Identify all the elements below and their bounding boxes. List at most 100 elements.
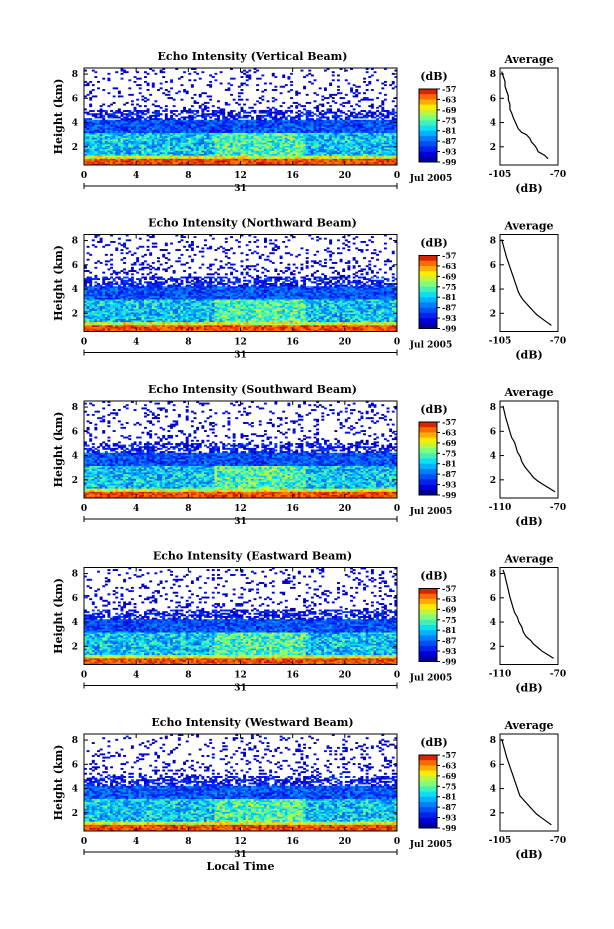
heatmap-cell (326, 121, 330, 124)
heatmap-cell (94, 121, 98, 124)
heatmap-cell (342, 131, 346, 133)
heatmap-cell (97, 116, 100, 119)
heatmap-cell (344, 126, 348, 129)
heatmap-cell (232, 119, 236, 122)
heatmap-cell (261, 121, 265, 124)
heatmap-cell (172, 119, 176, 122)
heatmap-cell (305, 101, 309, 104)
heatmap-cell (146, 152, 150, 154)
heatmap-cell (107, 135, 111, 138)
heatmap-cell (94, 300, 98, 303)
heatmap-cell (97, 137, 100, 140)
heatmap-cell (110, 234, 113, 237)
heatmap-cell (250, 160, 254, 163)
heatmap-cell (128, 121, 132, 124)
heatmap-cell (310, 134, 314, 137)
heatmap-cell (329, 84, 333, 87)
heatmap-cell (355, 93, 359, 96)
heatmap-cell (104, 111, 108, 114)
heatmap-cell (381, 160, 385, 163)
heatmap-cell (368, 105, 372, 108)
heatmap-cell (389, 137, 393, 140)
heatmap-cell (84, 291, 87, 293)
heatmap-cell (115, 299, 119, 302)
heatmap-cell (84, 150, 87, 153)
heatmap-cell (110, 129, 113, 132)
heatmap-cell (219, 140, 223, 143)
heatmap-cell (261, 160, 265, 163)
heatmap-cell (196, 139, 200, 142)
heatmap-cell (115, 134, 119, 137)
heatmap-cell (130, 279, 134, 282)
heatmap-cell (177, 119, 181, 122)
heatmap-cell (99, 299, 103, 302)
heatmap-cell (279, 127, 283, 130)
heatmap-cell (237, 113, 241, 116)
heatmap-cell (339, 111, 343, 114)
heatmap-cell (146, 153, 150, 156)
heatmap-cell (271, 148, 275, 151)
heatmap-cell (370, 135, 374, 138)
x-tick-label: 4 (133, 171, 139, 181)
heatmap-cell (146, 119, 150, 122)
heatmap-cell (376, 158, 380, 161)
heatmap-cell (149, 147, 153, 150)
heatmap-cell (360, 110, 364, 112)
heatmap-cell (89, 271, 93, 274)
heatmap-cell (198, 150, 202, 153)
heatmap-cell (253, 153, 257, 156)
heatmap-cell (89, 321, 93, 324)
heatmap-cell (84, 140, 87, 143)
heatmap-cell (123, 124, 127, 127)
heatmap-cell (321, 140, 325, 143)
heatmap-cell (128, 302, 132, 305)
heatmap-cell (196, 150, 200, 153)
heatmap-cell (261, 111, 265, 114)
heatmap-cell (261, 161, 265, 164)
heatmap-cell (357, 140, 361, 143)
heatmap-cell (110, 135, 113, 138)
heatmap-cell (237, 140, 241, 143)
heatmap-cell (391, 87, 395, 90)
heatmap-cell (149, 160, 153, 163)
heatmap-cell (130, 299, 134, 302)
heatmap-cell (279, 140, 283, 143)
heatmap-cell (110, 145, 113, 148)
heatmap-cell (344, 129, 348, 132)
heatmap-cell (290, 72, 293, 75)
heatmap-cell (224, 139, 228, 142)
heatmap-cell (206, 124, 210, 127)
heatmap-cell (295, 92, 299, 95)
heatmap-cell (154, 161, 158, 164)
heatmap-cell (91, 156, 95, 159)
heatmap-cell (258, 132, 262, 135)
heatmap-cell (277, 135, 280, 138)
heatmap-cell (136, 153, 140, 156)
heatmap-cell (180, 147, 184, 150)
heatmap-cell (243, 156, 247, 159)
heatmap-cell (89, 163, 93, 166)
heatmap-cell (123, 323, 127, 326)
heatmap-cell (378, 131, 382, 133)
heatmap-cell (258, 114, 262, 117)
heatmap-cell (365, 148, 369, 151)
heatmap-cell (230, 140, 233, 143)
heatmap-cell (339, 140, 343, 143)
heatmap-cell (110, 121, 113, 124)
heatmap-cell (274, 116, 278, 119)
heatmap-cell (217, 135, 220, 138)
heatmap-cell (274, 147, 278, 150)
heatmap-cell (318, 124, 322, 127)
heatmap-cell (206, 84, 210, 87)
heatmap-cell (279, 92, 283, 95)
heatmap-cell (313, 121, 317, 124)
heatmap-cell (352, 150, 356, 153)
heatmap-cell (355, 135, 359, 138)
heatmap-cell (230, 134, 233, 137)
heatmap-cell (344, 93, 348, 96)
heatmap-cell (363, 97, 366, 100)
heatmap-cell (261, 134, 265, 137)
heatmap-cell (185, 116, 189, 119)
heatmap-cell (339, 150, 343, 153)
average-x-label: (dB) (515, 182, 542, 195)
